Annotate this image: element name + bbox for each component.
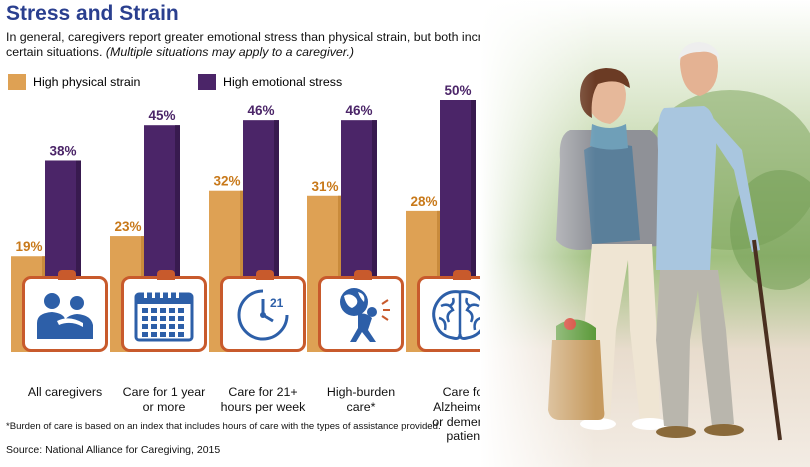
legend-item-emotional: High emotional stress — [198, 74, 342, 90]
category-label-1: Care for 1 year or more — [115, 385, 213, 415]
value-label-physical-1: 23% — [114, 219, 141, 234]
bar-emotional-1 — [144, 125, 180, 352]
value-label-physical-0: 19% — [15, 239, 42, 254]
bar-physical-1 — [110, 236, 146, 352]
bar-shade-physical-3 — [338, 195, 343, 352]
value-label-physical-2: 32% — [213, 174, 240, 189]
category-label-line: Care for 1 year — [122, 385, 206, 399]
category-label-2: Care for 21+ hours per week — [214, 385, 312, 415]
value-label-emotional-1: 45% — [148, 108, 175, 123]
category-label-line: High-burden — [326, 385, 396, 399]
bar-emotional-2 — [243, 120, 279, 352]
chart-title: Stress and Strain — [6, 2, 179, 25]
value-label-emotional-4: 50% — [444, 83, 471, 98]
value-label-emotional-0: 38% — [49, 143, 76, 158]
subtitle-text: In general, caregivers report greater em… — [6, 30, 527, 59]
bar-shade-physical-2 — [240, 190, 245, 352]
category-label-line: Care for 21+ — [228, 385, 298, 399]
category-label-line: or more — [142, 399, 186, 414]
category-label-0: All caregivers — [16, 385, 114, 400]
legend-item-physical: High physical strain — [8, 74, 140, 90]
bar-emotional-0 — [45, 160, 81, 352]
bar-physical-3 — [307, 195, 343, 352]
bar-physical-4 — [406, 210, 442, 352]
legend-swatch-physical — [8, 74, 26, 90]
value-label-physical-4: 28% — [410, 194, 437, 209]
bar-emotional-4 — [440, 100, 476, 352]
subtitle-note: (Multiple situations may apply to a care… — [105, 44, 355, 59]
category-label-line: care* — [346, 399, 376, 414]
bar-shade-emotional-0 — [76, 160, 81, 352]
bar-chart: 19% 23% 32% 31% 28% 38% 45% 46% 46% 50% — [11, 83, 476, 352]
bar-shade-emotional-1 — [175, 125, 180, 352]
bar-shade-emotional-2 — [274, 120, 279, 352]
legend-swatch-emotional — [198, 74, 216, 90]
source-note: Source: National Alliance for Caregiving… — [6, 444, 221, 456]
value-label-emotional-3: 46% — [345, 103, 372, 118]
value-label-emotional-2: 46% — [247, 103, 274, 118]
value-label-physical-3: 31% — [311, 179, 338, 194]
caregiver-photo — [480, 0, 810, 467]
legend-label-emotional: High emotional stress — [223, 75, 343, 89]
category-label-line: All caregivers — [27, 385, 103, 399]
chart-subtitle: In general, caregivers report greater em… — [6, 30, 546, 59]
footnote: *Burden of care is based on an index tha… — [6, 421, 441, 432]
bar-shade-emotional-3 — [372, 120, 377, 352]
bar-physical-0 — [11, 256, 47, 352]
category-label-line: hours per week — [220, 399, 306, 414]
legend-label-physical: High physical strain — [33, 75, 141, 89]
bar-emotional-3 — [341, 120, 377, 352]
bar-physical-2 — [209, 190, 245, 352]
bar-shade-emotional-4 — [471, 100, 476, 352]
category-label-3: High-burden care* — [312, 385, 410, 415]
